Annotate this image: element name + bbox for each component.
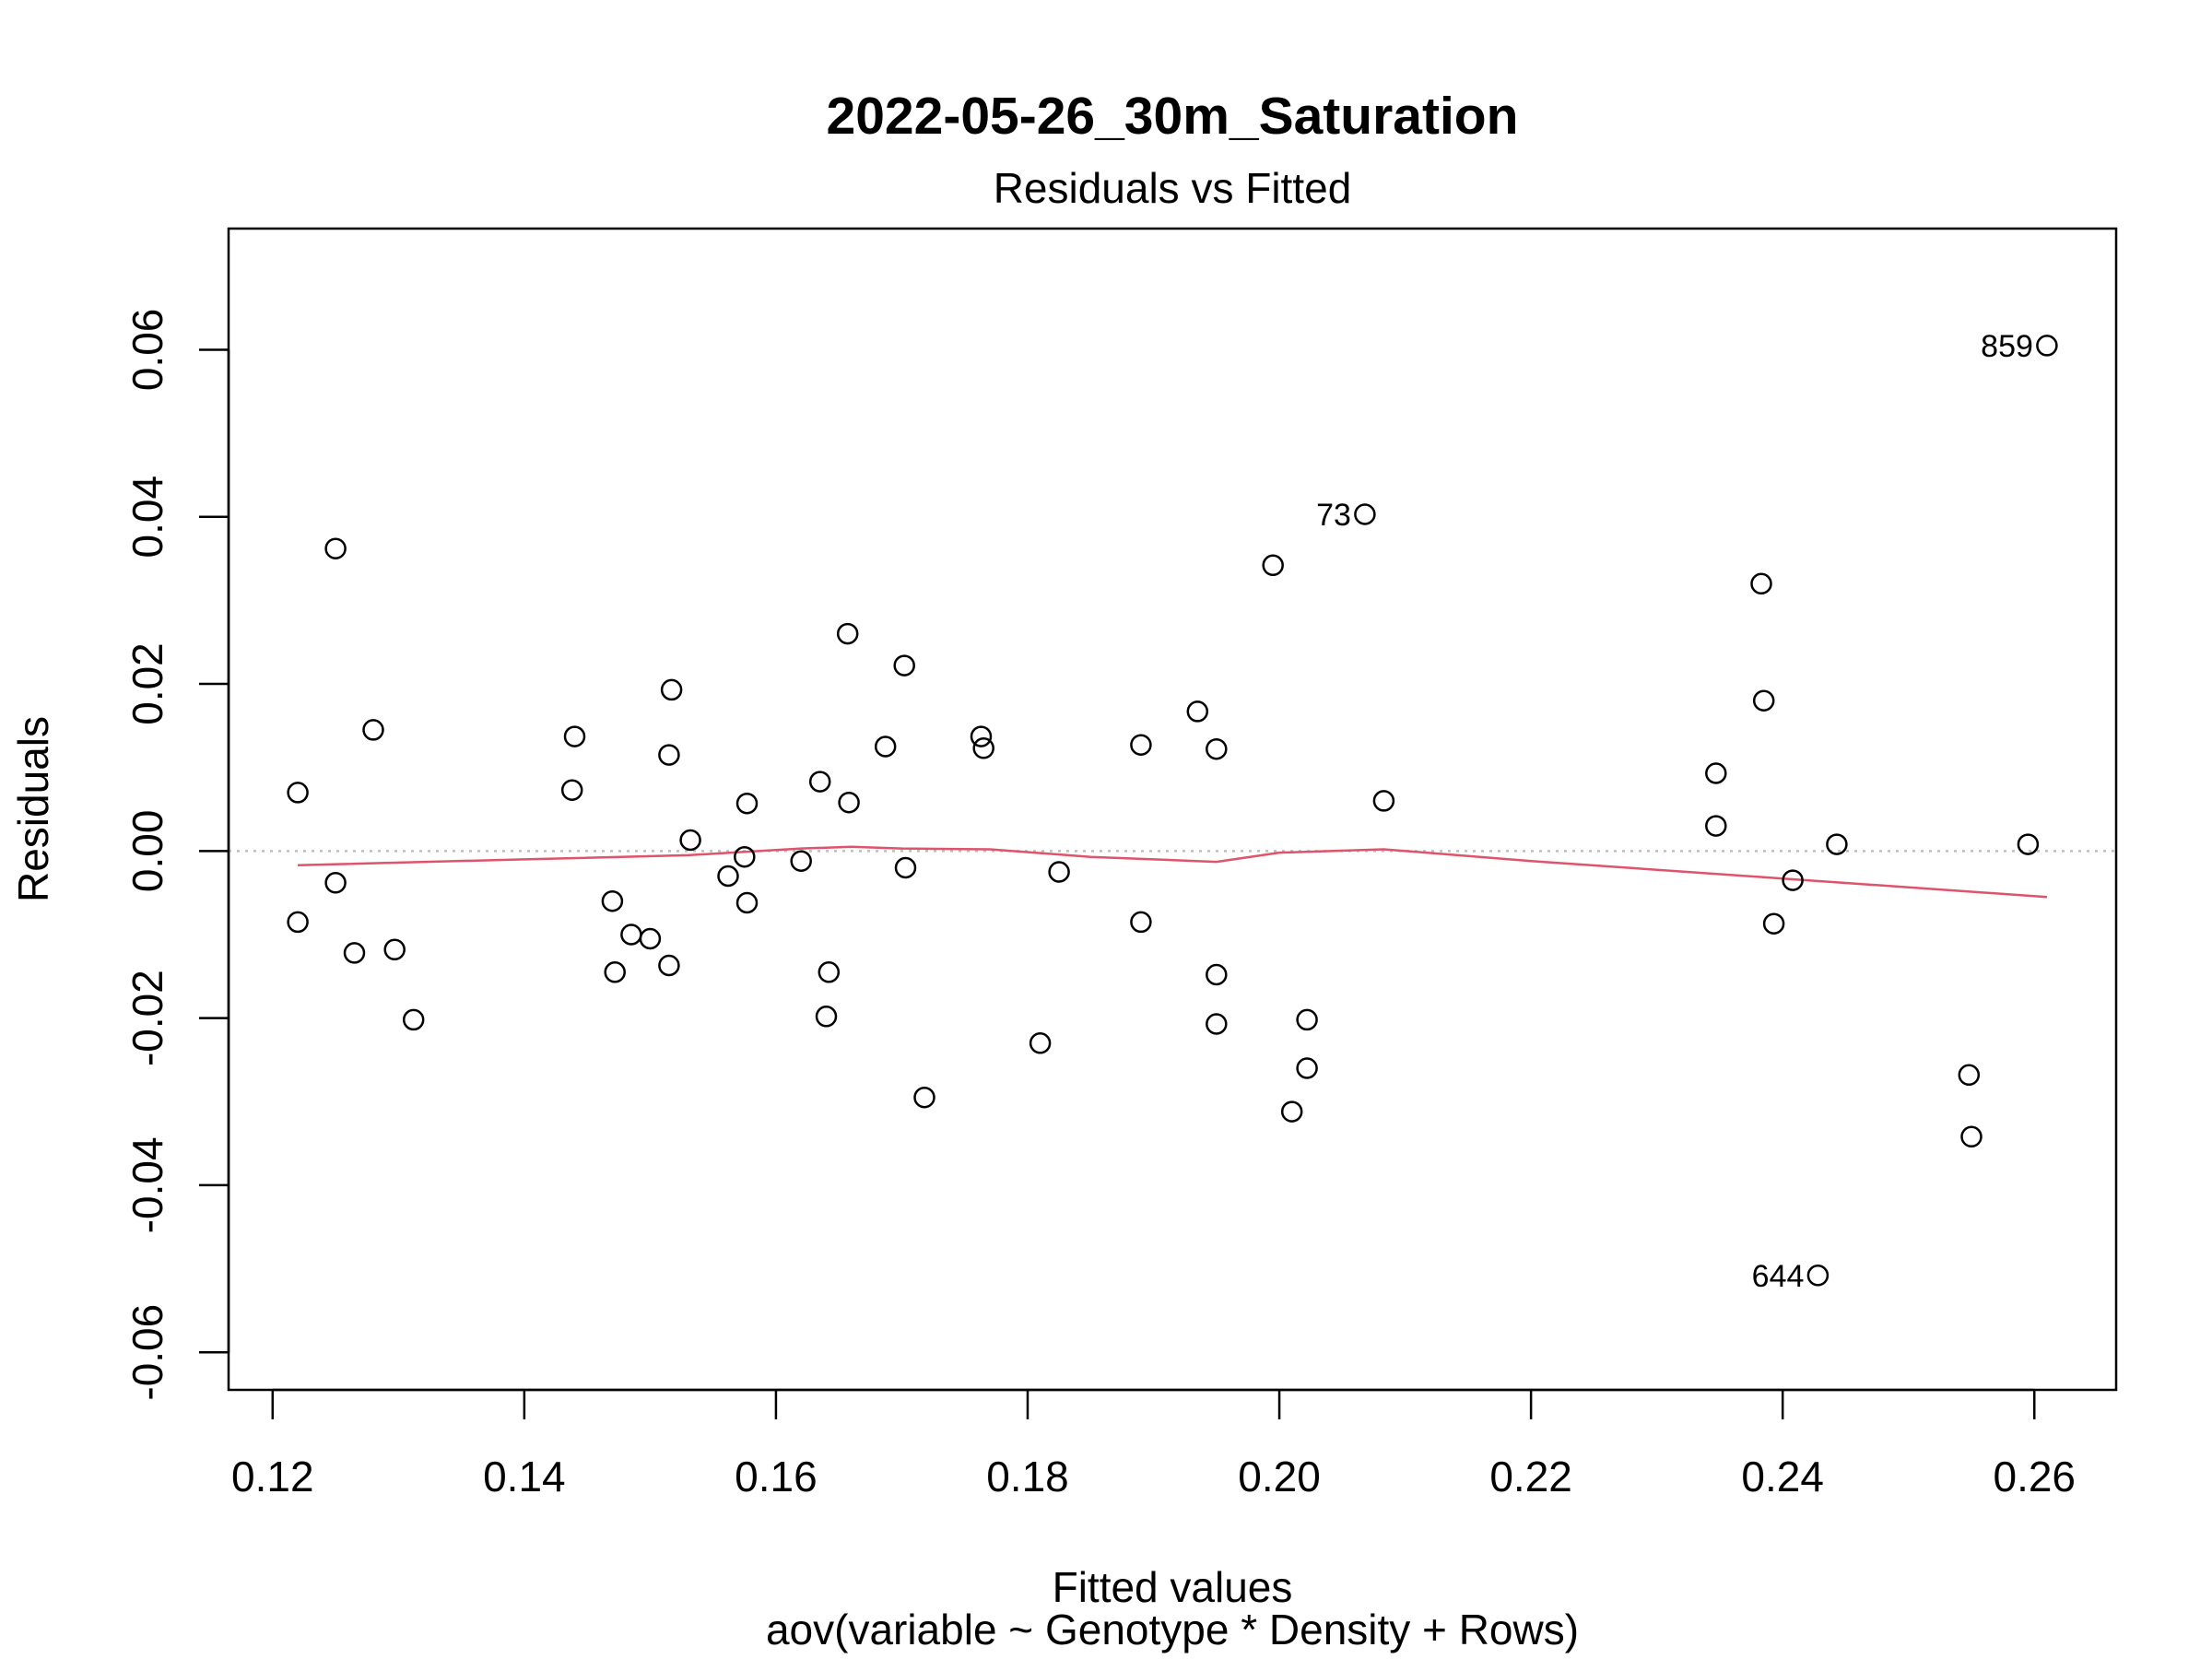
data-point — [970, 725, 993, 747]
x-tick-label: 0.14 — [483, 1453, 566, 1500]
data-point — [660, 678, 683, 701]
point-label-644: 644 — [1752, 1259, 1805, 1294]
x-tick-label: 0.22 — [1489, 1453, 1572, 1500]
data-point — [790, 850, 812, 872]
data-point — [1806, 1265, 1830, 1287]
data-point — [1186, 700, 1209, 723]
data-point — [620, 924, 642, 946]
data-point — [717, 865, 739, 888]
data-point — [815, 1006, 838, 1028]
data-point — [1372, 790, 1395, 812]
data-point — [1960, 1125, 1983, 1148]
x-axis: 0.12 0.14 0.16 0.18 0.20 0.22 0.24 0.26 — [231, 1388, 2076, 1500]
data-point — [1752, 689, 1775, 712]
data-point — [343, 942, 366, 964]
plot-frame — [227, 227, 2118, 1392]
points-layer: 73 644 859 — [287, 329, 2058, 1294]
data-point — [560, 779, 583, 801]
data-point — [893, 654, 915, 677]
data-point — [1130, 911, 1152, 934]
data-point — [402, 1008, 425, 1031]
y-tick-label: 0.04 — [124, 476, 171, 559]
data-point — [324, 537, 347, 559]
data-point — [658, 954, 680, 977]
data-point — [1206, 1013, 1228, 1035]
data-point — [1958, 1064, 1981, 1087]
data-point — [362, 719, 384, 741]
x-tick-label: 0.12 — [231, 1453, 314, 1500]
y-tick-label: 0.00 — [124, 810, 171, 893]
data-point — [1782, 869, 1804, 891]
data-point — [1826, 833, 1848, 855]
data-point — [1206, 737, 1228, 760]
data-point — [383, 938, 406, 961]
data-point — [639, 927, 662, 950]
data-point — [1262, 554, 1284, 577]
x-tick-label: 0.20 — [1238, 1453, 1321, 1500]
data-point — [2017, 833, 2040, 855]
data-point — [1705, 762, 1727, 784]
smoother-line — [298, 845, 2047, 899]
data-point — [1206, 963, 1228, 986]
y-axis-label: Residuals — [9, 716, 57, 902]
data-point — [1762, 912, 1785, 935]
data-point — [972, 737, 994, 759]
x-tick-label: 0.18 — [986, 1453, 1069, 1500]
data-point — [1130, 734, 1152, 756]
data-point — [735, 891, 759, 914]
y-tick-label: -0.02 — [124, 970, 171, 1066]
data-point — [604, 961, 626, 983]
data-point — [734, 845, 756, 868]
chart-caption: aov(variable ~ Genotype * Density + Rows… — [766, 1606, 1579, 1653]
data-point — [818, 961, 841, 983]
data-point — [836, 622, 859, 645]
data-point — [838, 791, 860, 814]
data-point — [679, 829, 701, 852]
y-tick-label: -0.04 — [124, 1136, 171, 1233]
chart-title: 2022-05-26_30m_Saturation — [827, 87, 1519, 146]
data-point — [1705, 815, 1727, 837]
y-tick-label: -0.06 — [124, 1304, 171, 1401]
data-point — [894, 856, 917, 879]
data-point — [1029, 1032, 1052, 1054]
data-point — [874, 735, 897, 758]
data-point — [1354, 503, 1376, 525]
x-tick-label: 0.16 — [735, 1453, 818, 1500]
data-point — [287, 911, 309, 934]
data-point — [2036, 335, 2058, 357]
data-point — [913, 1086, 935, 1109]
data-point — [324, 872, 347, 894]
data-point — [1750, 572, 1772, 595]
data-point — [1296, 1057, 1318, 1079]
smoother-layer — [298, 845, 2047, 899]
x-tick-label: 0.24 — [1741, 1453, 1824, 1500]
x-axis-label: Fitted values — [1053, 1563, 1293, 1611]
data-point — [1280, 1100, 1303, 1123]
data-point — [1296, 1008, 1318, 1031]
y-axis: -0.06 -0.04 -0.02 0.00 0.02 0.04 0.06 — [124, 309, 230, 1401]
data-point — [735, 792, 759, 815]
data-point — [287, 782, 309, 804]
x-tick-label: 0.26 — [1993, 1453, 2076, 1500]
point-label-73: 73 — [1316, 498, 1351, 533]
chart-subtitle: Residuals vs Fitted — [994, 164, 1352, 212]
data-point — [658, 744, 680, 766]
data-point — [808, 771, 831, 793]
data-point — [601, 889, 624, 912]
y-tick-label: 0.02 — [124, 642, 171, 725]
y-tick-label: 0.06 — [124, 309, 171, 392]
point-label-859: 859 — [1981, 329, 2033, 364]
data-point — [563, 725, 586, 747]
data-point — [1048, 861, 1070, 883]
